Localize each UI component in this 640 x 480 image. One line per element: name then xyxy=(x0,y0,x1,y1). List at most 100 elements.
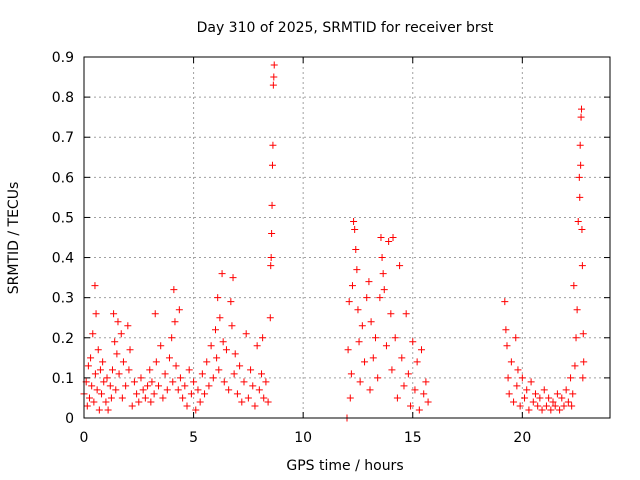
y-tick-label: 0.1 xyxy=(52,371,74,387)
data-point xyxy=(151,310,159,318)
data-point xyxy=(551,402,559,410)
data-point xyxy=(111,338,119,346)
data-point xyxy=(236,362,244,370)
data-point xyxy=(576,141,584,149)
data-point xyxy=(556,406,564,414)
data-point xyxy=(137,374,145,382)
data-point xyxy=(207,342,215,350)
data-point xyxy=(196,398,204,406)
data-point xyxy=(268,201,276,209)
data-point xyxy=(350,217,358,225)
data-point xyxy=(270,61,278,69)
data-point xyxy=(378,254,386,262)
data-point xyxy=(393,394,401,402)
data-point xyxy=(573,306,581,314)
data-point xyxy=(572,334,580,342)
data-point xyxy=(231,350,239,358)
data-point xyxy=(201,390,209,398)
y-tick-label: 0.3 xyxy=(52,291,74,307)
data-point xyxy=(402,310,410,318)
data-point xyxy=(268,229,276,237)
data-point xyxy=(521,394,529,402)
data-point xyxy=(270,73,278,81)
data-point xyxy=(216,314,224,322)
data-point xyxy=(179,394,187,402)
data-point xyxy=(518,374,526,382)
data-point xyxy=(114,318,122,326)
data-point xyxy=(144,382,152,390)
data-point xyxy=(229,274,237,282)
data-point xyxy=(251,402,259,410)
data-point xyxy=(580,358,588,366)
data-point xyxy=(115,370,123,378)
data-point xyxy=(267,262,275,270)
data-point xyxy=(534,402,542,410)
data-point xyxy=(344,346,352,354)
data-point xyxy=(527,378,535,386)
data-point xyxy=(355,338,363,346)
data-point xyxy=(560,402,568,410)
data-point xyxy=(379,270,387,278)
data-point xyxy=(512,334,520,342)
data-point xyxy=(267,254,275,262)
data-point xyxy=(536,394,544,402)
y-tick-label: 0.5 xyxy=(52,210,74,226)
data-point xyxy=(190,378,198,386)
data-point xyxy=(176,374,184,382)
x-tick-label: 20 xyxy=(513,430,531,446)
data-point xyxy=(230,370,238,378)
data-point xyxy=(266,314,274,322)
data-point xyxy=(104,406,112,414)
data-point xyxy=(346,394,354,402)
data-point xyxy=(578,262,586,270)
y-tick-label: 0.9 xyxy=(52,50,74,66)
data-point xyxy=(100,378,108,386)
data-point xyxy=(124,322,132,330)
data-point xyxy=(103,374,111,382)
data-point xyxy=(122,382,130,390)
data-point xyxy=(84,362,92,370)
data-point xyxy=(564,398,572,406)
data-point xyxy=(376,294,384,302)
data-point xyxy=(163,386,171,394)
data-point xyxy=(345,298,353,306)
data-point xyxy=(415,406,423,414)
data-point xyxy=(107,394,115,402)
data-point xyxy=(242,330,250,338)
plot-frame xyxy=(83,56,611,419)
data-point xyxy=(228,322,236,330)
data-point xyxy=(113,350,121,358)
chart-title: Day 310 of 2025, SRMTID for receiver brs… xyxy=(197,20,494,36)
data-point xyxy=(361,358,369,366)
data-point xyxy=(260,394,268,402)
x-tick-labels: 0 5 10 15 20 xyxy=(80,430,532,446)
data-point xyxy=(574,217,582,225)
data-point xyxy=(187,390,195,398)
data-point xyxy=(259,334,267,342)
x-tick-label: 10 xyxy=(294,430,312,446)
data-point xyxy=(168,334,176,342)
data-point xyxy=(96,366,104,374)
y-tick-label: 0.4 xyxy=(52,251,74,267)
y-tick-labels: 0 0.1 0.2 0.3 0.4 0.5 0.6 0.7 0.8 0.9 xyxy=(52,50,74,427)
data-point xyxy=(102,398,110,406)
data-point xyxy=(169,378,177,386)
data-point xyxy=(159,394,167,402)
data-point xyxy=(141,394,149,402)
data-point xyxy=(106,382,114,390)
x-tick-label: 5 xyxy=(189,430,198,446)
data-point xyxy=(161,370,169,378)
data-point xyxy=(391,334,399,342)
data-point xyxy=(139,386,147,394)
data-point xyxy=(358,322,366,330)
data-point xyxy=(185,366,193,374)
data-point xyxy=(95,406,103,414)
data-point xyxy=(404,370,412,378)
data-point xyxy=(569,390,577,398)
data-point xyxy=(501,298,509,306)
data-point xyxy=(529,398,537,406)
data-point xyxy=(148,378,156,386)
data-point xyxy=(171,318,179,326)
data-point xyxy=(356,378,364,386)
x-tick-label: 15 xyxy=(404,430,422,446)
